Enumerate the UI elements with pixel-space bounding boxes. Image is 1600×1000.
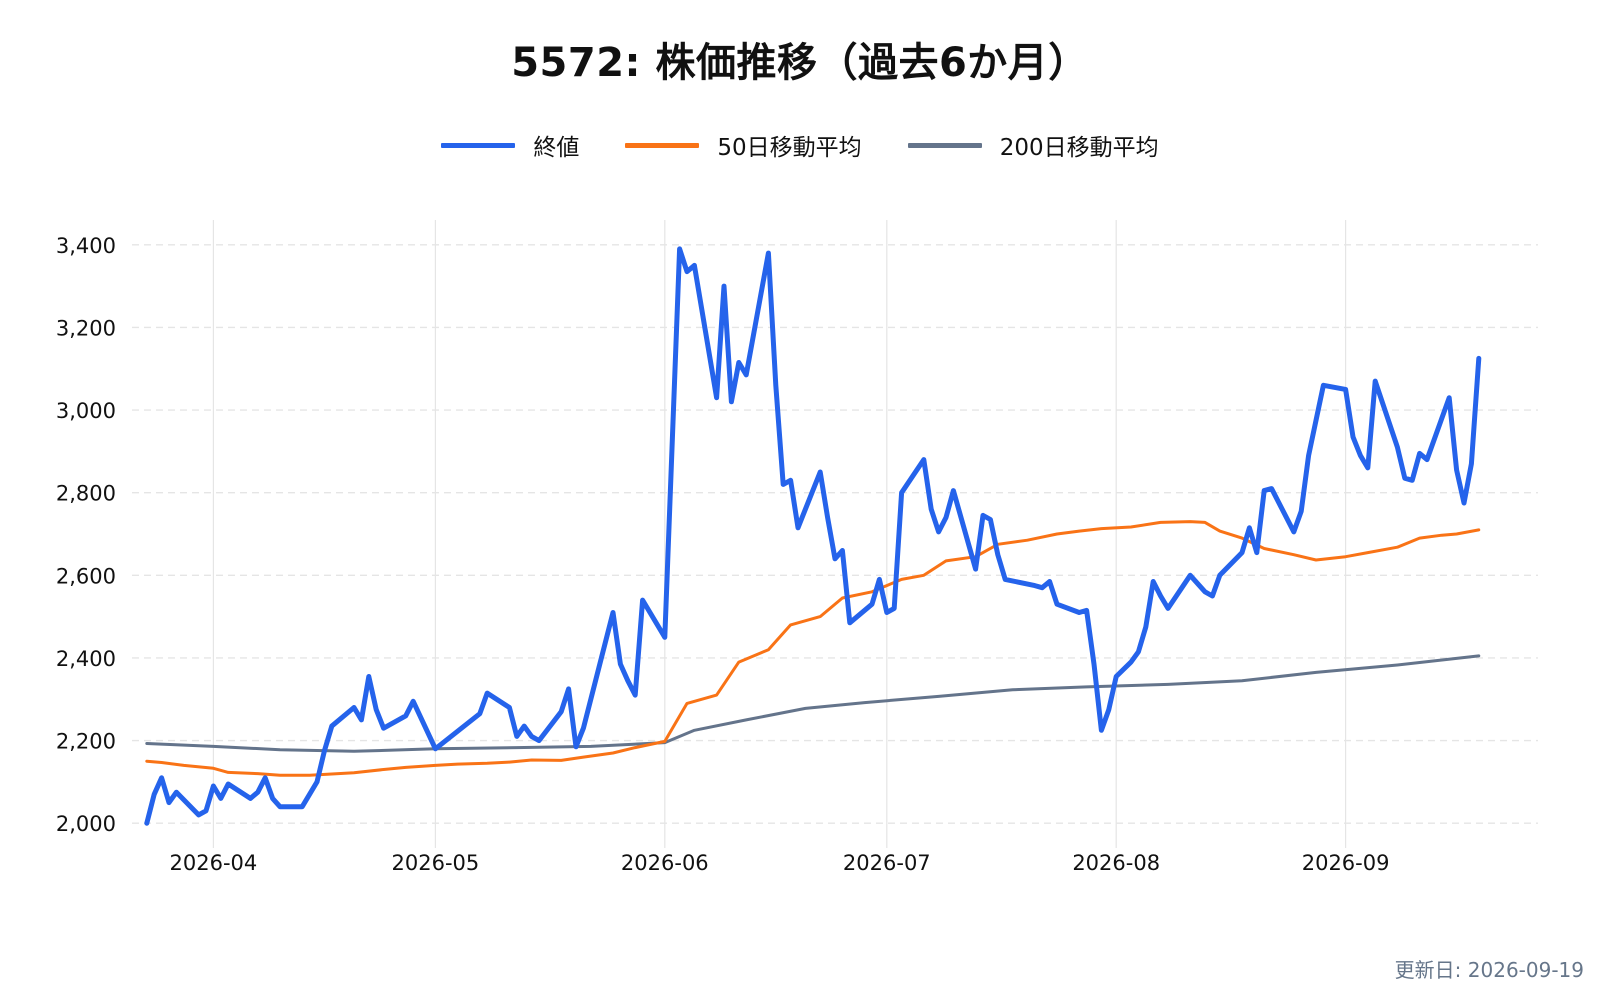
chart-title: 5572: 株価推移（過去6か月） <box>511 40 1089 86</box>
x-tick-label: 2026-05 <box>392 851 480 875</box>
x-tick-label: 2026-04 <box>170 851 258 875</box>
x-tick-label: 2026-08 <box>1072 851 1160 875</box>
close-price-line <box>144 246 1482 826</box>
legend-label-close: 終値 <box>533 135 580 161</box>
updated-date: 更新日: 2026-09-19 <box>1394 958 1584 982</box>
legend-item-ma200[interactable]: 200日移動平均 <box>907 128 1159 162</box>
legend-item-ma50[interactable]: 50日移動平均 <box>625 128 862 162</box>
y-tick-label: 3,000 <box>56 399 116 423</box>
legend-label-ma200: 200日移動平均 <box>999 135 1159 161</box>
legend-swatch-close <box>441 142 516 148</box>
legend-label-ma50: 50日移動平均 <box>717 135 862 161</box>
x-tick-label: 2026-09 <box>1302 851 1390 875</box>
ma200-line <box>145 654 1481 753</box>
x-tick-label: 2026-07 <box>843 851 931 875</box>
x-tick-label: 2026-06 <box>621 851 709 875</box>
y-tick-label: 2,400 <box>56 647 116 671</box>
y-tick-label: 2,000 <box>56 812 116 836</box>
ma50-line <box>145 520 1481 777</box>
legend-item-close[interactable]: 終値 <box>441 128 579 162</box>
y-tick-label: 2,200 <box>56 730 116 754</box>
y-tick-label: 3,400 <box>56 234 116 258</box>
legend-swatch-ma50 <box>625 142 700 148</box>
y-tick-label: 2,600 <box>56 564 116 588</box>
y-tick-label: 3,200 <box>56 316 116 340</box>
legend: 終値 50日移動平均 200日移動平均 <box>0 128 1600 162</box>
legend-swatch-ma200 <box>907 142 982 148</box>
y-tick-label: 2,800 <box>56 482 116 506</box>
